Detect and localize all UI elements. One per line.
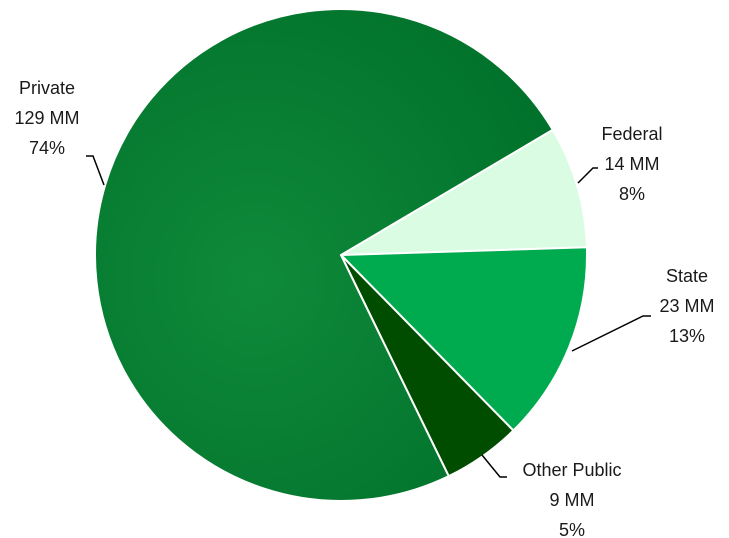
slice-label-federal: Federal 14 MM 8%	[601, 124, 662, 204]
pie-slice-federal	[340, 128, 588, 256]
slice-name: Other Public	[522, 460, 621, 480]
leader-line-state	[571, 315, 651, 352]
slice-name: State	[666, 266, 708, 286]
slice-value: 129 MM	[14, 108, 79, 128]
pie-slice-private	[94, 8, 555, 502]
slice-percent: 74%	[29, 138, 65, 158]
slice-percent: 13%	[669, 326, 705, 346]
pie-slice-state	[338, 246, 588, 432]
leader-line-private	[86, 155, 105, 186]
pie-slices	[94, 8, 588, 502]
slice-value: 9 MM	[550, 490, 595, 510]
slice-percent: 5%	[559, 520, 585, 538]
slice-labels: Federal 14 MM 8% State 23 MM 13% Other Public 9…	[14, 78, 714, 538]
slice-value: 14 MM	[604, 154, 659, 174]
slice-value: 23 MM	[659, 296, 714, 316]
slice-name: Private	[19, 78, 75, 98]
leader-lines	[86, 155, 651, 478]
slice-name: Federal	[601, 124, 662, 144]
leader-line-other-public	[481, 454, 507, 478]
slice-label-other-public: Other Public 9 MM 5%	[522, 460, 621, 538]
slice-percent: 8%	[619, 184, 645, 204]
leader-line-federal	[577, 167, 598, 184]
slice-label-state: State 23 MM 13%	[659, 266, 714, 346]
slice-label-private: Private 129 MM 74%	[14, 78, 79, 158]
